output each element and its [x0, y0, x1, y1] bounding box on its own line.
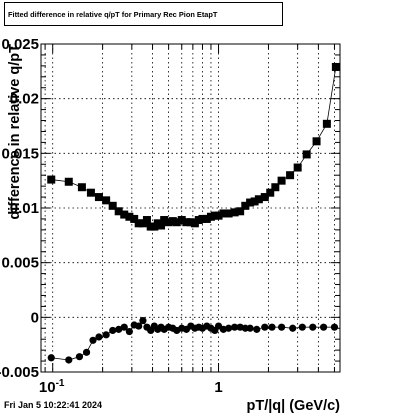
- series-2-point: [225, 324, 233, 332]
- y-axis-title: difference in relative q/pT: [7, 44, 23, 220]
- series-2-point: [120, 323, 128, 331]
- series-1-point: [236, 207, 245, 216]
- y-tick-label: 0.01: [10, 200, 39, 217]
- series-1-point: [260, 193, 269, 202]
- y-tick-label: 0.005: [1, 255, 39, 272]
- series-1-point: [271, 183, 280, 192]
- series-1-point: [125, 212, 134, 221]
- series-1-point: [142, 216, 151, 225]
- x-axis-title: pT/|q| (GeV/c): [246, 398, 340, 414]
- series-1-point: [312, 137, 321, 146]
- series-1-point: [77, 183, 86, 192]
- x-tick-label: 1: [214, 379, 222, 396]
- series-1-point: [94, 193, 103, 202]
- chart-title: Fitted difference in relative q/pT for P…: [4, 2, 283, 26]
- series-1-point: [47, 175, 56, 184]
- series-1-point: [277, 176, 286, 185]
- series-1-point: [230, 208, 239, 217]
- series-1-point: [130, 214, 139, 223]
- series-1-point: [102, 196, 111, 205]
- series-1-point: [164, 218, 173, 227]
- x-tick-labels: 10-1 1: [39, 378, 223, 396]
- series-1-point: [182, 218, 191, 227]
- y-tick-label: 0.025: [1, 36, 39, 53]
- series-1-point: [241, 201, 250, 210]
- series-2-point: [319, 323, 328, 331]
- series-1-point: [114, 207, 123, 216]
- x-tick-label: 10-1: [39, 378, 65, 396]
- tick-layer: [41, 43, 340, 373]
- series-1-point: [266, 188, 275, 197]
- series-2-point: [82, 348, 91, 356]
- series-1-point: [120, 210, 129, 219]
- series-1-point: [293, 163, 302, 172]
- series-2-point: [330, 323, 339, 331]
- series-1-point: [198, 214, 207, 223]
- date-stamp: Fri Jan 5 10:22:41 2024: [4, 400, 103, 410]
- series-1-point: [219, 209, 228, 218]
- series-2-point: [261, 323, 269, 331]
- series-2-point: [139, 317, 147, 325]
- series-2-point: [75, 353, 84, 361]
- series-2-point: [253, 325, 261, 333]
- series-1-point: [172, 218, 181, 227]
- series-1-point: [108, 201, 117, 210]
- series-1-point: [224, 209, 233, 218]
- series-2-point: [309, 323, 317, 331]
- series-2-point: [277, 323, 286, 331]
- series-1-point: [331, 62, 340, 71]
- series-1-point: [138, 219, 147, 228]
- series-1-point: [250, 197, 259, 206]
- y-tick-label: -0.005: [0, 364, 39, 381]
- series-2-point: [125, 327, 133, 336]
- series-2-point: [65, 356, 73, 364]
- series-1-point: [177, 216, 186, 225]
- series-2-point: [231, 323, 239, 331]
- series-1-point: [202, 214, 211, 223]
- series-1-point: [64, 177, 73, 186]
- series-1-point: [286, 171, 295, 180]
- series-1-point: [157, 221, 166, 230]
- series-2-point: [115, 325, 123, 333]
- series-1-point: [214, 211, 223, 220]
- series-1-point: [246, 198, 255, 207]
- series-2-point: [102, 331, 110, 339]
- series-layer: [47, 62, 340, 364]
- y-tick-label: 0.02: [10, 91, 39, 108]
- y-tick-label: 0.015: [1, 145, 39, 162]
- series-2-point: [89, 336, 97, 344]
- series-2-point: [95, 333, 103, 341]
- series-1-point: [322, 119, 331, 128]
- series-1-point: [254, 195, 263, 204]
- series-2-point: [298, 323, 306, 331]
- series-2-point: [109, 326, 117, 335]
- series-2-point: [47, 354, 55, 362]
- series-2-point: [268, 323, 276, 331]
- series-1-point: [134, 219, 143, 228]
- series-1-point: [160, 216, 169, 225]
- y-tick-label: 0: [31, 309, 39, 326]
- series-1-point: [302, 150, 311, 159]
- series-2-point: [289, 324, 297, 332]
- series-2-point: [246, 324, 254, 332]
- y-tick-labels: -0.005 0 0.005 0.01 0.015 0.02 0.025: [0, 36, 39, 381]
- series-1-point: [86, 188, 95, 197]
- series-1-point: [186, 218, 195, 227]
- series-2-point: [135, 322, 143, 330]
- series-1-segment: [326, 66, 337, 124]
